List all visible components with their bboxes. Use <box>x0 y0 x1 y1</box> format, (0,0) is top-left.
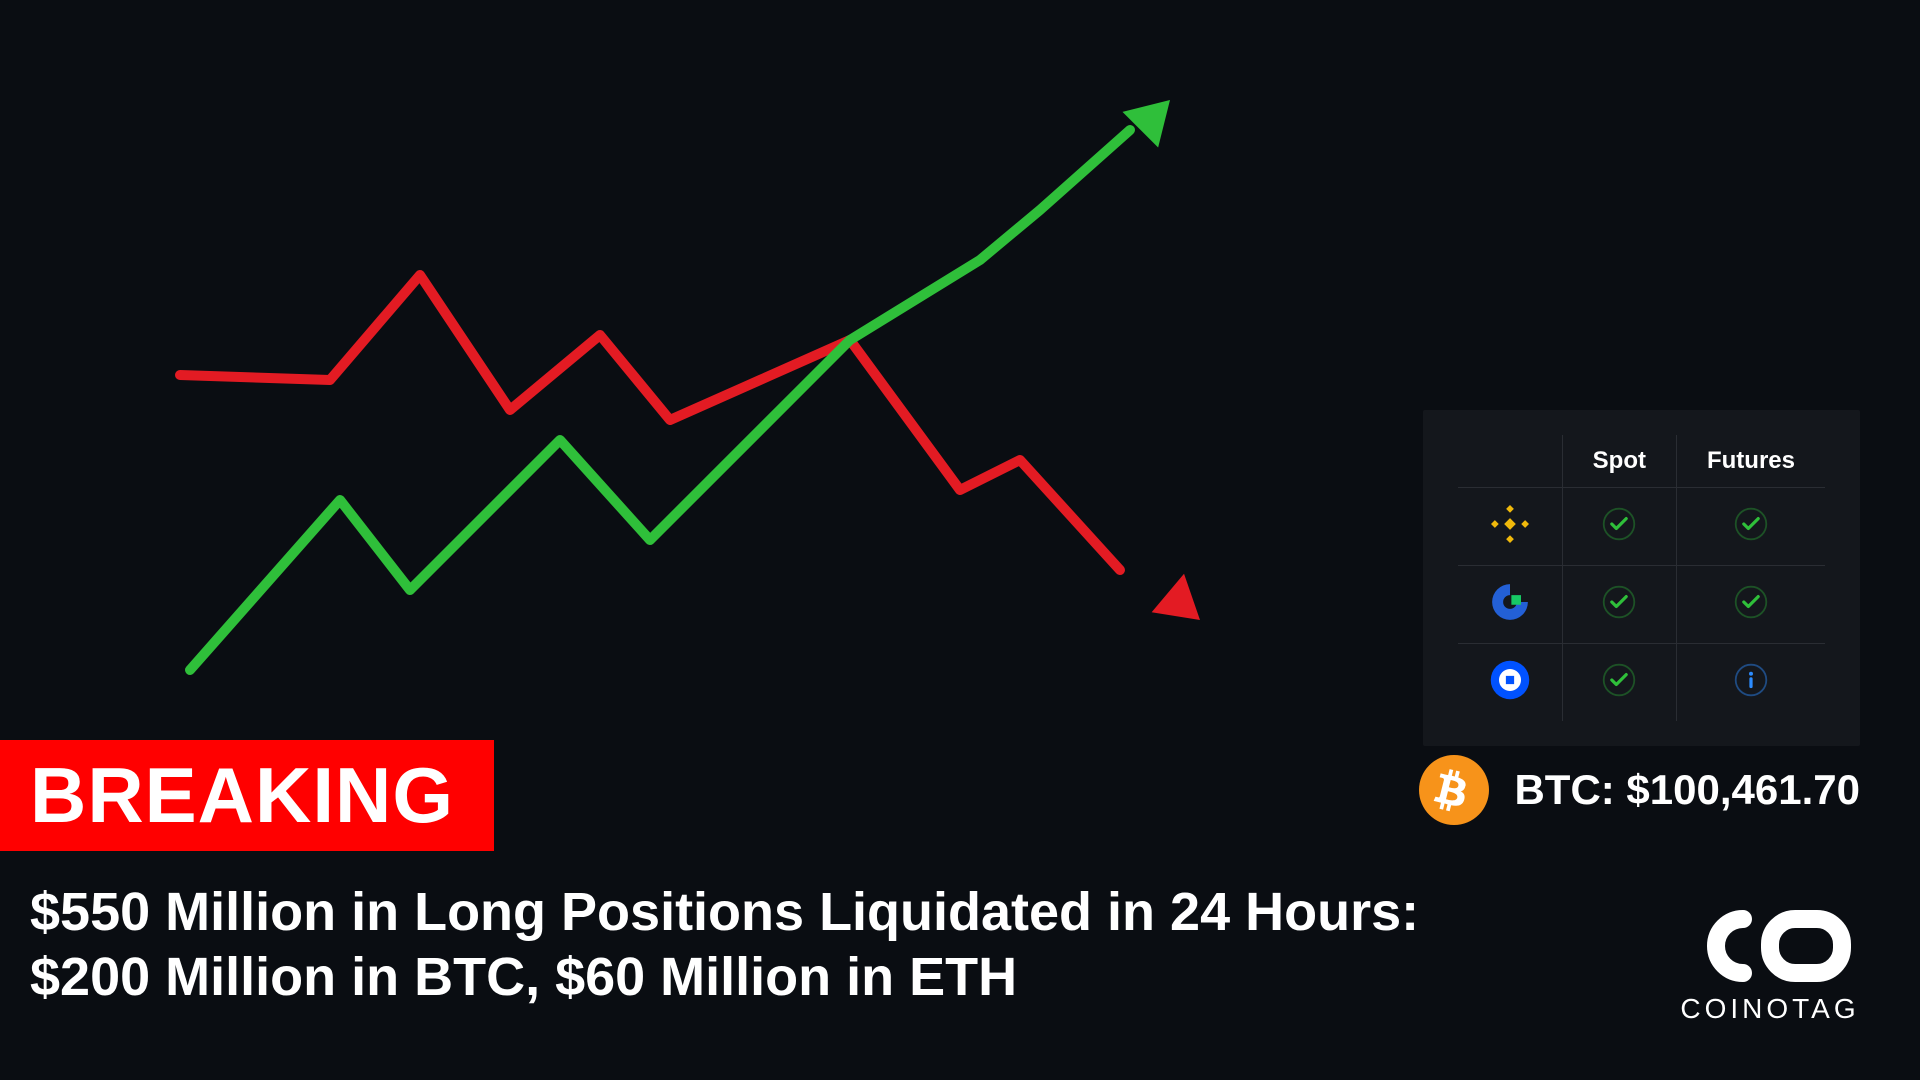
binance-icon <box>1488 502 1532 546</box>
col-futures: Futures <box>1676 435 1825 488</box>
status-check-icon <box>1733 506 1769 542</box>
table-row <box>1458 644 1825 722</box>
status-check-icon <box>1601 584 1637 620</box>
gateio-icon <box>1488 580 1532 624</box>
status-check-icon <box>1601 662 1637 698</box>
btc-price-row: BTC: $100,461.70 <box>1419 755 1860 825</box>
status-check-icon <box>1601 506 1637 542</box>
exchange-panel: Spot Futures <box>1423 410 1860 746</box>
brand-name: COINOTAG <box>1680 993 1859 1025</box>
headline-text: $550 Million in Long Positions Liquidate… <box>30 880 1440 1010</box>
col-spot: Spot <box>1562 435 1676 488</box>
status-info-icon <box>1733 662 1769 698</box>
breaking-badge: BREAKING <box>0 740 494 851</box>
bitcoin-icon <box>1419 755 1489 825</box>
brand-logo-icon <box>1680 910 1860 987</box>
btc-price-value: BTC: $100,461.70 <box>1514 766 1860 814</box>
table-row <box>1458 488 1825 566</box>
exchange-table: Spot Futures <box>1458 435 1825 721</box>
coinbase-icon <box>1488 658 1532 702</box>
status-check-icon <box>1733 584 1769 620</box>
table-row <box>1458 566 1825 644</box>
brand-block: COINOTAG <box>1680 910 1860 1025</box>
